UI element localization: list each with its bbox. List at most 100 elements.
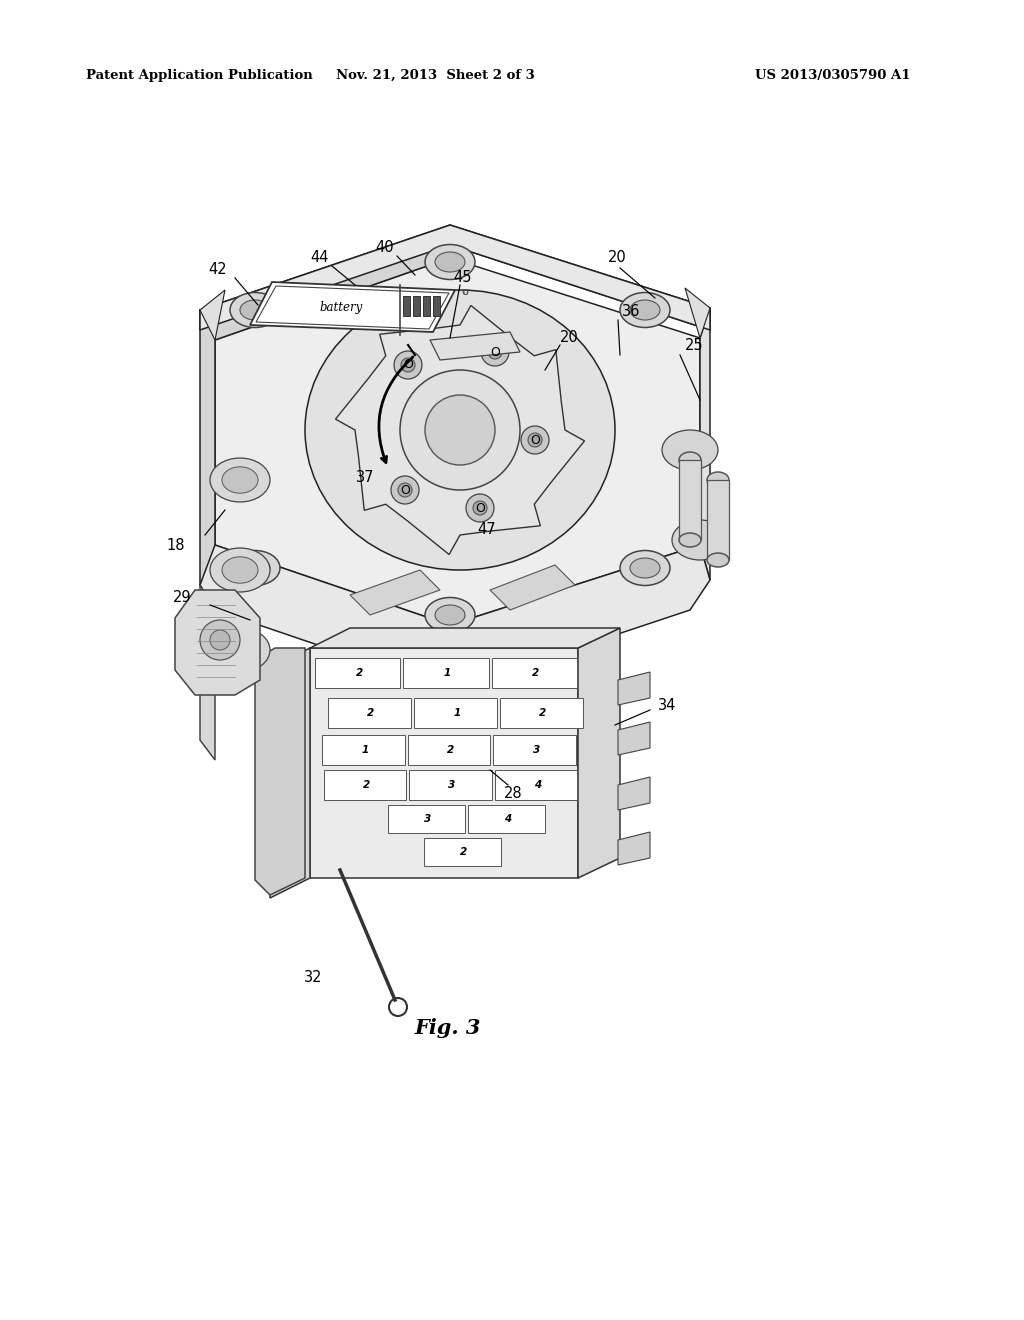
Ellipse shape [679,533,701,546]
Polygon shape [685,288,710,338]
Text: O: O [400,483,410,496]
Bar [433,296,440,315]
Text: 44: 44 [310,251,330,265]
Polygon shape [490,565,575,610]
Polygon shape [200,224,710,330]
Ellipse shape [630,300,660,319]
Bar [322,735,404,766]
Ellipse shape [672,520,728,560]
Ellipse shape [210,628,270,672]
Text: Fig. 3: Fig. 3 [415,1018,481,1038]
Text: 4: 4 [505,814,512,824]
Circle shape [200,620,240,660]
Text: 2: 2 [540,708,547,718]
Bar [492,657,577,688]
Text: 1: 1 [443,668,452,678]
Bar [403,296,410,315]
Text: 2: 2 [355,668,362,678]
Polygon shape [430,333,520,360]
Bar [328,698,411,729]
Text: 1: 1 [361,744,369,755]
Polygon shape [250,282,455,333]
Ellipse shape [679,451,701,469]
Circle shape [398,483,412,498]
Text: 3: 3 [449,780,456,789]
Polygon shape [618,777,650,810]
Text: o: o [462,286,468,297]
Ellipse shape [620,550,670,586]
Text: 47: 47 [477,523,497,537]
Text: 1: 1 [454,708,461,718]
Ellipse shape [707,553,729,568]
Polygon shape [270,648,310,898]
Ellipse shape [630,558,660,578]
Text: 2: 2 [368,708,375,718]
Text: 25: 25 [685,338,703,352]
Text: battery: battery [319,301,364,314]
Text: o: o [462,286,468,297]
Ellipse shape [222,557,258,583]
Text: 3: 3 [532,744,540,755]
Polygon shape [200,585,215,760]
Polygon shape [618,672,650,705]
Bar [468,805,545,833]
Circle shape [466,494,494,521]
Bar [315,657,400,688]
Ellipse shape [240,300,270,319]
Text: O: O [530,433,540,446]
Circle shape [389,998,407,1016]
Text: Nov. 21, 2013  Sheet 2 of 3: Nov. 21, 2013 Sheet 2 of 3 [336,69,535,82]
Circle shape [400,370,520,490]
Text: 29: 29 [173,590,193,606]
Circle shape [210,630,230,649]
Ellipse shape [230,293,280,327]
Bar [410,770,492,800]
Ellipse shape [435,252,465,272]
Circle shape [401,358,415,372]
Text: 40: 40 [376,240,394,256]
Text: US 2013/0305790 A1: US 2013/0305790 A1 [755,69,910,82]
Ellipse shape [435,605,465,624]
Polygon shape [679,459,701,540]
Polygon shape [215,257,700,624]
Ellipse shape [230,550,280,586]
Circle shape [521,426,549,454]
Text: 2: 2 [532,668,540,678]
Text: O: O [403,359,413,371]
Circle shape [528,433,542,447]
Text: 20: 20 [560,330,579,346]
Text: 36: 36 [622,305,640,319]
Bar [494,735,575,766]
Polygon shape [175,590,260,696]
Polygon shape [618,832,650,865]
Bar [424,838,501,866]
Polygon shape [310,648,578,878]
Text: 2: 2 [446,744,454,755]
Circle shape [394,351,422,379]
Polygon shape [200,290,225,341]
Bar [495,770,577,800]
Ellipse shape [240,558,270,578]
Ellipse shape [222,467,258,494]
Polygon shape [256,286,449,329]
Ellipse shape [222,636,258,663]
Polygon shape [200,224,710,330]
Text: 28: 28 [504,785,522,800]
Circle shape [425,395,495,465]
Ellipse shape [425,244,475,280]
Bar [388,805,465,833]
Text: 2: 2 [461,847,468,857]
Text: O: O [490,346,500,359]
Bar [324,770,407,800]
Text: 45: 45 [453,271,471,285]
Text: 18: 18 [167,537,185,553]
Polygon shape [707,480,729,560]
Polygon shape [618,722,650,755]
Bar [500,698,583,729]
Bar [403,657,488,688]
Bar [423,296,430,315]
Text: 2: 2 [364,780,371,789]
Polygon shape [310,628,620,648]
Polygon shape [255,648,305,895]
Circle shape [481,338,509,366]
